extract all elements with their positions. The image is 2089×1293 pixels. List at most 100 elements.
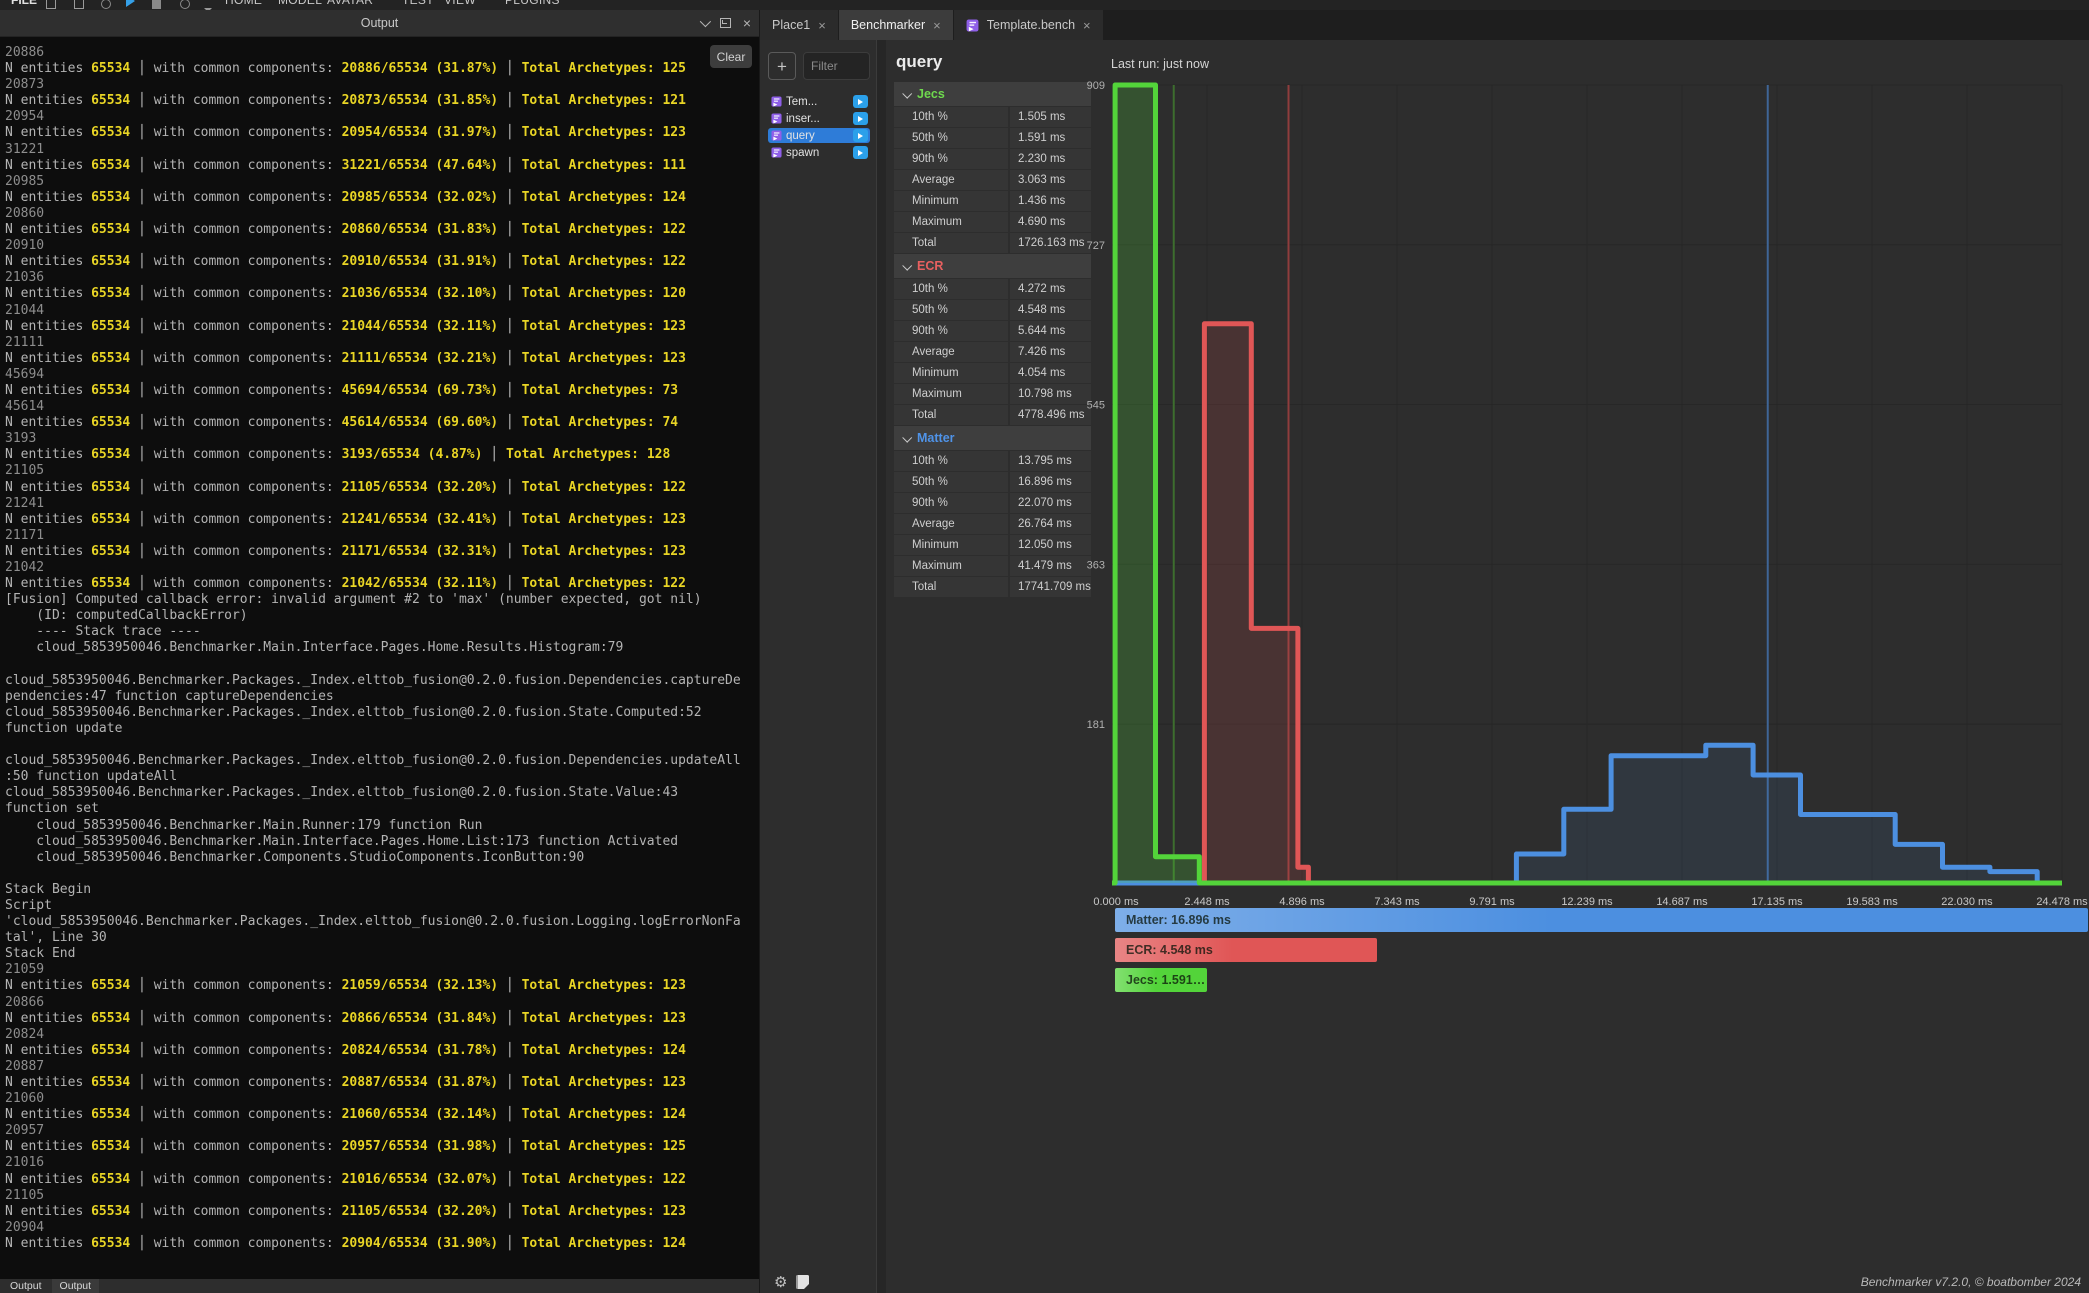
stats-label: 10th % <box>894 107 1008 127</box>
console-log-lines: 20886N entities 65534 │ with common comp… <box>5 45 759 1252</box>
close-icon[interactable]: × <box>743 16 751 30</box>
log-line-text: :50 function updateAll <box>5 769 759 785</box>
log-line-count: 21111 <box>5 335 759 351</box>
run-benchmark-button[interactable] <box>853 129 868 142</box>
benchmark-item-tem[interactable]: Tem... <box>768 94 870 109</box>
benchmark-list-panel: + Tem... inser... query spawn ⚙ <box>760 40 876 1293</box>
log-line-entities: N entities 65534 │ with common component… <box>5 1043 759 1059</box>
log-line-count: 20904 <box>5 1220 759 1236</box>
float-window-icon[interactable] <box>720 18 731 28</box>
stats-row: Maximum41.479 ms <box>894 556 1091 576</box>
run-benchmark-button[interactable] <box>853 146 868 159</box>
clear-button[interactable]: Clear <box>710 45 752 68</box>
gear-icon[interactable]: ⚙ <box>774 1273 787 1291</box>
log-line-text <box>5 737 759 753</box>
stats-value: 10.798 ms <box>1010 384 1091 404</box>
app-root: FILE HOME MODEL AVATAR TEST VIEW PLUGINS Outp… <box>0 0 2089 1293</box>
stats-label: Minimum <box>894 363 1008 383</box>
benchmark-item-inser[interactable]: inser... <box>768 111 870 126</box>
run-benchmark-button[interactable] <box>853 112 868 125</box>
ribbon-tab-test[interactable]: TEST <box>402 0 434 9</box>
collapse-chevron-icon[interactable] <box>700 16 711 27</box>
stats-row: Total17741.709 ms <box>894 577 1091 597</box>
ribbon-tab-model[interactable]: MODEL <box>278 0 322 9</box>
stats-value: 4778.496 ms <box>1010 405 1091 425</box>
tab-close-icon[interactable]: × <box>1083 19 1091 32</box>
log-line-entities: N entities 65534 │ with common component… <box>5 158 759 174</box>
benchmark-item-label: Tem... <box>786 96 849 108</box>
log-line-text: cloud_5853950046.Benchmarker.Main.Interf… <box>5 834 759 850</box>
log-line-text: function update <box>5 721 759 737</box>
log-line-count: 21059 <box>5 962 759 978</box>
log-line-count: 31221 <box>5 142 759 158</box>
ribbon-tab-avatar[interactable]: AVATAR <box>327 0 373 9</box>
tab-label: Template.bench <box>987 18 1075 32</box>
tab-benchmarker[interactable]: Benchmarker× <box>839 10 953 40</box>
file-menu[interactable]: FILE <box>11 0 37 9</box>
stats-section-header-ecr[interactable]: ECR <box>894 254 1091 278</box>
stats-row: 90th %2.230 ms <box>894 149 1091 169</box>
log-line-count: 20887 <box>5 1059 759 1075</box>
log-line-text: ---- Stack trace ---- <box>5 624 759 640</box>
output-panel: Output × Clear 20886N entities 65534 │ w… <box>0 10 760 1293</box>
stats-row: Average3.063 ms <box>894 170 1091 190</box>
x-tick-label: 9.791 ms <box>1469 896 1515 908</box>
run-benchmark-button[interactable] <box>853 95 868 108</box>
stats-label: Average <box>894 342 1008 362</box>
add-benchmark-button[interactable]: + <box>768 52 796 80</box>
log-line-entities: N entities 65534 │ with common component… <box>5 286 759 302</box>
stats-label: 50th % <box>894 472 1008 492</box>
stats-row: Minimum4.054 ms <box>894 363 1091 383</box>
log-line-text: cloud_5853950046.Benchmarker.Main.Runner… <box>5 818 759 834</box>
stats-row: Minimum12.050 ms <box>894 535 1091 555</box>
y-tick-label: 545 <box>1087 400 1105 412</box>
benchmark-item-spawn[interactable]: spawn <box>768 145 870 160</box>
panel-splitter[interactable] <box>876 40 886 1293</box>
benchmark-item-label: spawn <box>786 147 849 159</box>
stats-section-header-matter[interactable]: Matter <box>894 426 1091 450</box>
log-line-text: pendencies:47 function captureDependenci… <box>5 689 759 705</box>
log-line-entities: N entities 65534 │ with common component… <box>5 1172 759 1188</box>
output-dock-tab[interactable]: Output <box>2 1279 50 1293</box>
x-tick-label: 4.896 ms <box>1279 896 1325 908</box>
script-icon <box>966 19 979 32</box>
stats-section-header-jecs[interactable]: Jecs <box>894 82 1091 106</box>
log-line-entities: N entities 65534 │ with common component… <box>5 383 759 399</box>
plugin-version-footer: Benchmarker v7.2.0, © boatbomber 2024 <box>1861 1275 2081 1289</box>
x-tick-label: 24.478 ms <box>2036 896 2088 908</box>
stats-row: Maximum4.690 ms <box>894 212 1091 232</box>
results-panel: query Last run: just now Jecs10th %1.505… <box>886 40 2089 1293</box>
tab-close-icon[interactable]: × <box>818 19 826 32</box>
output-console[interactable]: Clear 20886N entities 65534 │ with commo… <box>0 37 759 1279</box>
log-line-entities: N entities 65534 │ with common component… <box>5 480 759 496</box>
tab-close-icon[interactable]: × <box>933 19 941 32</box>
log-line-entities: N entities 65534 │ with common component… <box>5 222 759 238</box>
log-line-entities: N entities 65534 │ with common component… <box>5 319 759 335</box>
log-line-entities: N entities 65534 │ with common component… <box>5 1204 759 1220</box>
stats-value: 3.063 ms <box>1010 170 1091 190</box>
filter-input[interactable] <box>803 52 870 80</box>
ribbon-tab-plugins[interactable]: PLUGINS <box>505 0 560 9</box>
log-line-count: 45694 <box>5 367 759 383</box>
stats-row: Average7.426 ms <box>894 342 1091 362</box>
output-dock-tab[interactable]: Output <box>52 1279 100 1293</box>
stats-value: 22.070 ms <box>1010 493 1091 513</box>
stats-row: Total1726.163 ms <box>894 233 1091 253</box>
stats-row: 90th %22.070 ms <box>894 493 1091 513</box>
stats-label: Total <box>894 405 1008 425</box>
benchmark-item-query[interactable]: query <box>768 128 870 143</box>
log-line-text: 'cloud_5853950046.Benchmarker.Packages._… <box>5 914 759 930</box>
histogram-chart: 9097275453631810.000 ms2.448 ms4.896 ms7… <box>1092 60 2089 905</box>
ribbon-tab-view[interactable]: VIEW <box>444 0 476 9</box>
output-panel-header: Output × <box>0 10 759 37</box>
ribbon-tab-home[interactable]: HOME <box>225 0 262 9</box>
x-tick-label: 17.135 ms <box>1751 896 1803 908</box>
tab-template-bench[interactable]: Template.bench × <box>954 10 1103 40</box>
stats-label: 90th % <box>894 149 1008 169</box>
log-line-text: cloud_5853950046.Benchmarker.Packages._I… <box>5 673 759 689</box>
stats-value: 4.548 ms <box>1010 300 1091 320</box>
log-line-entities: N entities 65534 │ with common component… <box>5 544 759 560</box>
output-bottom-tabbar: OutputOutput <box>0 1279 759 1293</box>
book-icon[interactable] <box>796 1275 809 1289</box>
tab-place1[interactable]: Place1× <box>760 10 838 40</box>
